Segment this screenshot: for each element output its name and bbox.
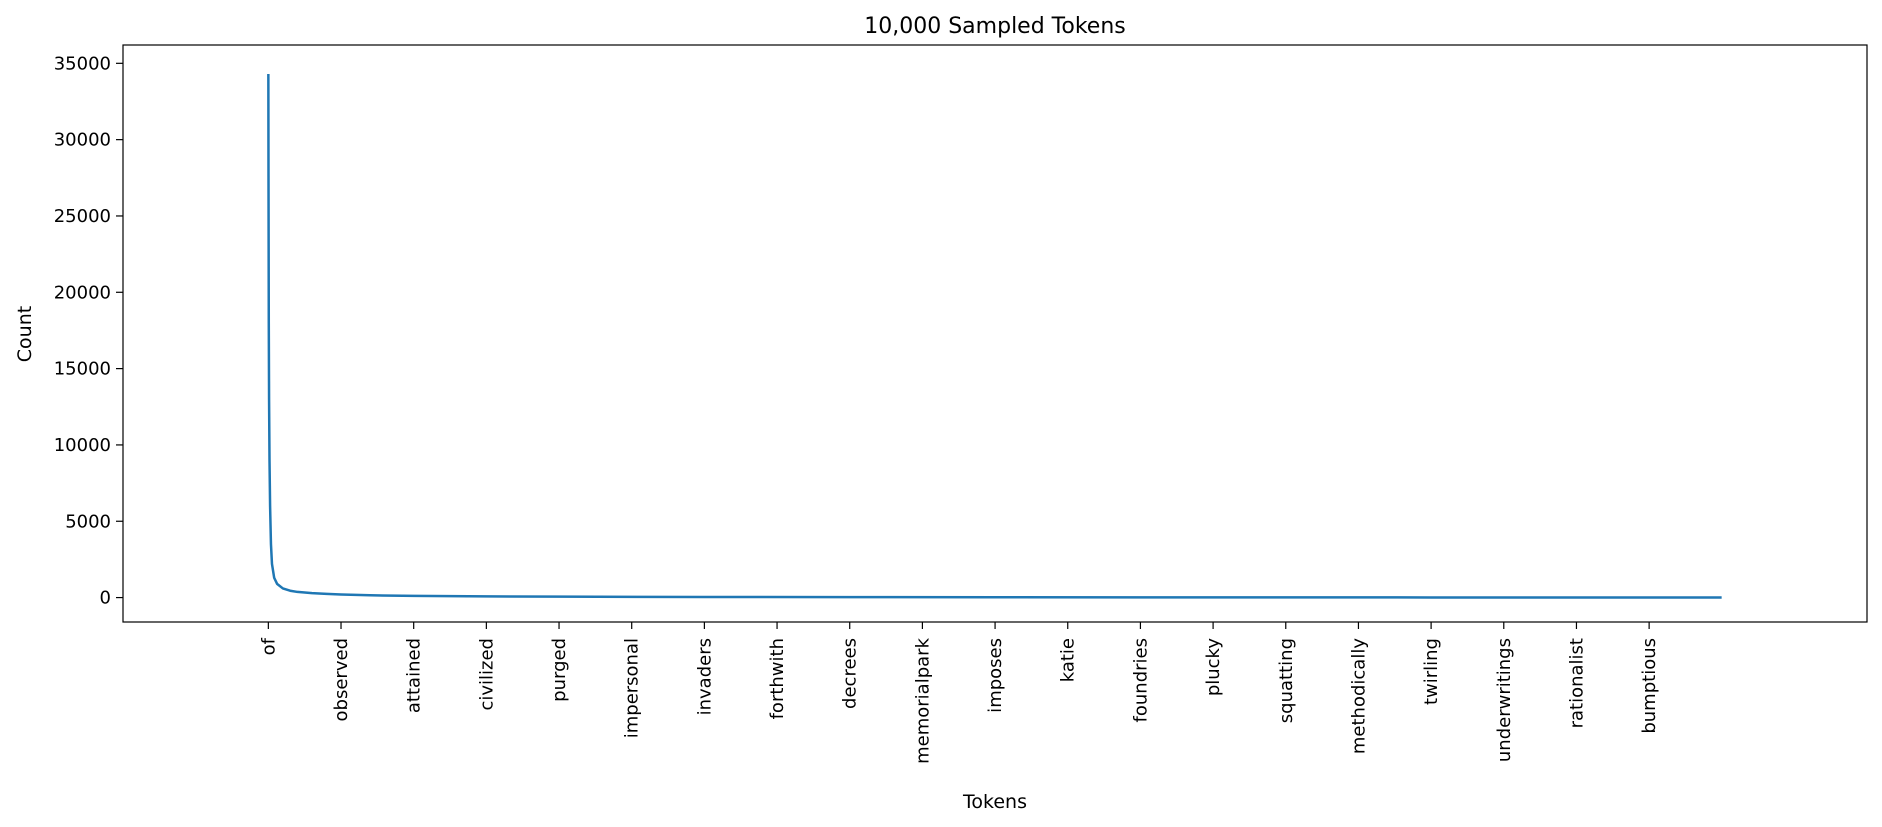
y-axis-label: Count — [14, 306, 36, 362]
y-tick-label: 25000 — [54, 206, 111, 227]
x-tick-label: imposes — [985, 638, 1006, 713]
x-tick-label: invaders — [694, 638, 715, 715]
x-tick-label: rationalist — [1566, 638, 1587, 728]
x-tick-label: katie — [1058, 638, 1079, 682]
x-tick-label: civilized — [476, 638, 497, 711]
x-tick-label: attained — [404, 638, 425, 713]
x-tick-label: purged — [549, 638, 570, 702]
x-tick-label: memorialpark — [912, 637, 933, 763]
x-tick-label: methodically — [1348, 638, 1369, 754]
plot-frame — [122, 44, 1868, 623]
y-tick-label: 30000 — [54, 130, 111, 151]
y-tick-label: 20000 — [54, 282, 111, 303]
x-axis-label: Tokens — [962, 791, 1027, 813]
x-tick-label: plucky — [1203, 638, 1224, 697]
x-tick-label: underwritings — [1494, 638, 1515, 762]
y-tick-label: 0 — [100, 588, 111, 609]
x-tick-label: twirling — [1421, 638, 1442, 705]
y-tick-label: 35000 — [54, 53, 111, 74]
x-tick-label: forthwith — [767, 638, 788, 719]
y-axis: 0 5000 10000 15000 20000 25000 30000 35000 — [54, 53, 123, 609]
x-tick-label: impersonal — [622, 638, 643, 738]
y-tick-label: 15000 — [54, 359, 111, 380]
chart-title: 10,000 Sampled Tokens — [864, 14, 1125, 39]
x-tick-label: of — [258, 637, 279, 655]
x-tick-label: decrees — [840, 638, 861, 709]
y-tick-label: 10000 — [54, 435, 111, 456]
x-tick-label: bumptious — [1639, 638, 1660, 734]
series-line — [267, 73, 1722, 599]
y-tick-label: 5000 — [65, 511, 111, 532]
x-tick-label: squatting — [1276, 638, 1297, 723]
x-tick-label: foundries — [1130, 638, 1151, 722]
x-tick-label: observed — [331, 638, 352, 721]
x-axis: of observed attained civilized purged imperso… — [258, 622, 1660, 764]
